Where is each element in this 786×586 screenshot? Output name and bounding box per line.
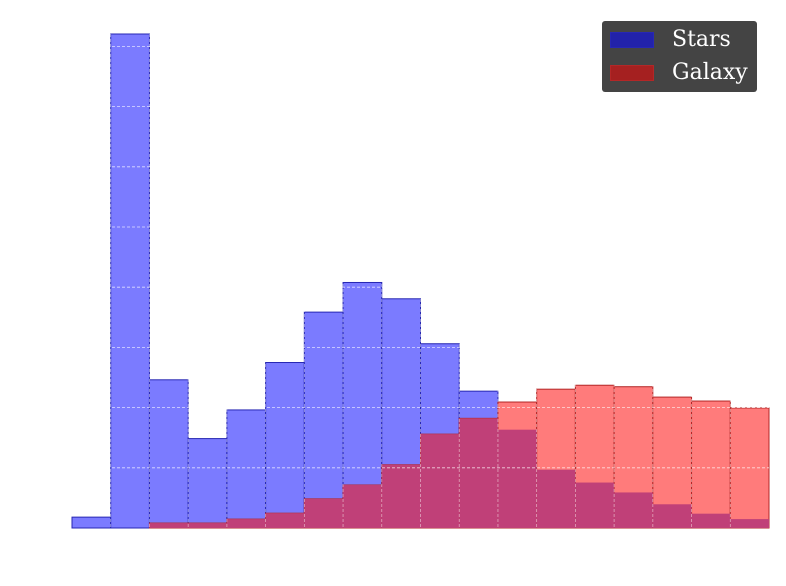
overlap-bar [459,418,498,528]
overlap-bar [381,464,421,528]
stars-bar [265,362,305,529]
overlap-bars [149,418,769,528]
stars-bar [71,516,112,529]
overlap-bar [730,519,769,528]
stars-bar [187,438,228,529]
stars-bar [148,379,189,529]
legend-label-stars: Stars [672,27,731,52]
stars-bar [303,311,344,529]
legend: Stars Galaxy [602,21,757,92]
overlap-bar [149,523,189,528]
overlap-bar [226,519,266,528]
overlap-bar [652,504,692,528]
stars-bar [110,33,150,529]
legend-swatch-stars [610,32,654,48]
legend-label-galaxy: Galaxy [672,60,748,85]
overlap-bar [304,498,344,528]
legend-swatch-galaxy [610,65,654,81]
legend-item-stars: Stars [610,27,731,53]
overlap-bar [691,513,731,528]
legend-item-galaxy: Galaxy [610,60,748,86]
overlap-bar [497,429,537,528]
overlap-bar [343,485,382,528]
overlap-bar [575,482,615,528]
overlap-bar [265,513,305,528]
overlap-bar [536,469,576,528]
stars-bar [226,409,267,529]
overlap-bar [420,434,460,528]
overlap-bar [614,492,653,528]
overlap-bar [188,523,227,528]
galaxy-bar [691,400,731,529]
